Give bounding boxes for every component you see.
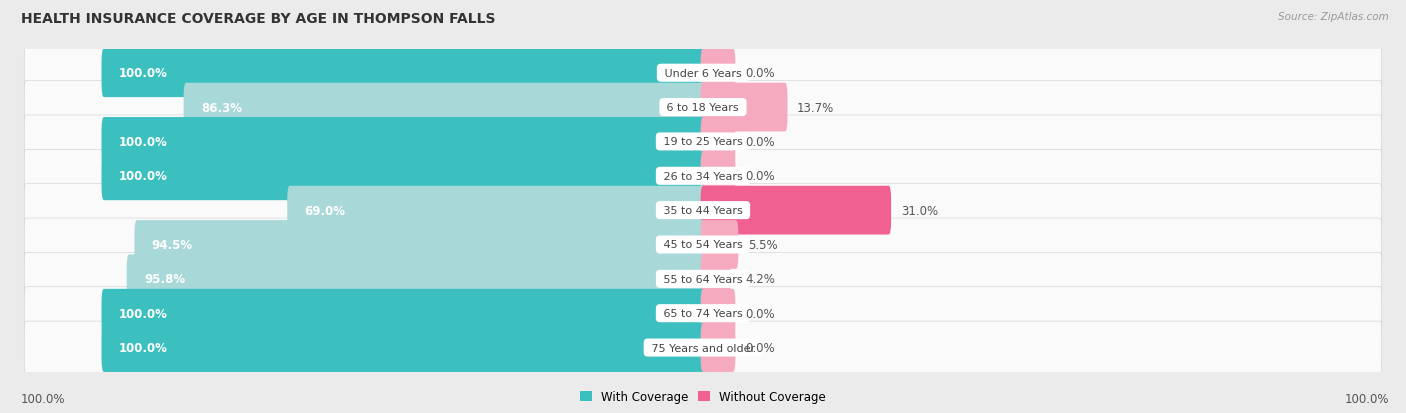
FancyBboxPatch shape <box>24 47 1382 100</box>
FancyBboxPatch shape <box>24 287 1382 340</box>
Text: 100.0%: 100.0% <box>120 170 167 183</box>
FancyBboxPatch shape <box>24 253 1382 306</box>
Text: 13.7%: 13.7% <box>797 101 834 114</box>
Text: 35 to 44 Years: 35 to 44 Years <box>659 206 747 216</box>
FancyBboxPatch shape <box>24 116 1382 169</box>
Text: 0.0%: 0.0% <box>745 135 775 149</box>
Text: 0.0%: 0.0% <box>745 67 775 80</box>
Text: 94.5%: 94.5% <box>152 238 193 252</box>
Text: 4.2%: 4.2% <box>745 273 775 286</box>
Text: 100.0%: 100.0% <box>120 341 167 354</box>
FancyBboxPatch shape <box>24 321 1382 374</box>
Text: 26 to 34 Years: 26 to 34 Years <box>659 171 747 181</box>
Text: 100.0%: 100.0% <box>120 307 167 320</box>
FancyBboxPatch shape <box>127 255 706 304</box>
FancyBboxPatch shape <box>135 221 706 269</box>
FancyBboxPatch shape <box>700 323 735 372</box>
FancyBboxPatch shape <box>24 218 1382 271</box>
Text: 86.3%: 86.3% <box>201 101 242 114</box>
FancyBboxPatch shape <box>101 49 706 98</box>
FancyBboxPatch shape <box>184 83 706 132</box>
Text: 19 to 25 Years: 19 to 25 Years <box>659 137 747 147</box>
Text: 0.0%: 0.0% <box>745 307 775 320</box>
Text: 45 to 54 Years: 45 to 54 Years <box>659 240 747 250</box>
FancyBboxPatch shape <box>700 118 735 166</box>
FancyBboxPatch shape <box>101 323 706 372</box>
Legend: With Coverage, Without Coverage: With Coverage, Without Coverage <box>575 385 831 408</box>
FancyBboxPatch shape <box>700 152 735 201</box>
FancyBboxPatch shape <box>700 49 735 98</box>
Text: 5.5%: 5.5% <box>748 238 778 252</box>
FancyBboxPatch shape <box>101 289 706 338</box>
Text: 65 to 74 Years: 65 to 74 Years <box>659 309 747 318</box>
FancyBboxPatch shape <box>24 184 1382 237</box>
Text: 55 to 64 Years: 55 to 64 Years <box>659 274 747 284</box>
FancyBboxPatch shape <box>700 289 735 338</box>
Text: 100.0%: 100.0% <box>21 392 66 405</box>
Text: HEALTH INSURANCE COVERAGE BY AGE IN THOMPSON FALLS: HEALTH INSURANCE COVERAGE BY AGE IN THOM… <box>21 12 495 26</box>
Text: 75 Years and older: 75 Years and older <box>648 343 758 353</box>
Text: 95.8%: 95.8% <box>143 273 186 286</box>
FancyBboxPatch shape <box>700 221 738 269</box>
FancyBboxPatch shape <box>287 186 706 235</box>
Text: 100.0%: 100.0% <box>120 135 167 149</box>
FancyBboxPatch shape <box>24 81 1382 134</box>
Text: 31.0%: 31.0% <box>901 204 938 217</box>
FancyBboxPatch shape <box>700 83 787 132</box>
Text: 100.0%: 100.0% <box>1344 392 1389 405</box>
Text: 6 to 18 Years: 6 to 18 Years <box>664 103 742 113</box>
FancyBboxPatch shape <box>101 152 706 201</box>
FancyBboxPatch shape <box>700 255 731 304</box>
FancyBboxPatch shape <box>700 186 891 235</box>
Text: 69.0%: 69.0% <box>305 204 346 217</box>
FancyBboxPatch shape <box>101 118 706 166</box>
Text: 0.0%: 0.0% <box>745 341 775 354</box>
Text: Source: ZipAtlas.com: Source: ZipAtlas.com <box>1278 12 1389 22</box>
FancyBboxPatch shape <box>24 150 1382 203</box>
Text: 100.0%: 100.0% <box>120 67 167 80</box>
Text: Under 6 Years: Under 6 Years <box>661 69 745 78</box>
Text: 0.0%: 0.0% <box>745 170 775 183</box>
